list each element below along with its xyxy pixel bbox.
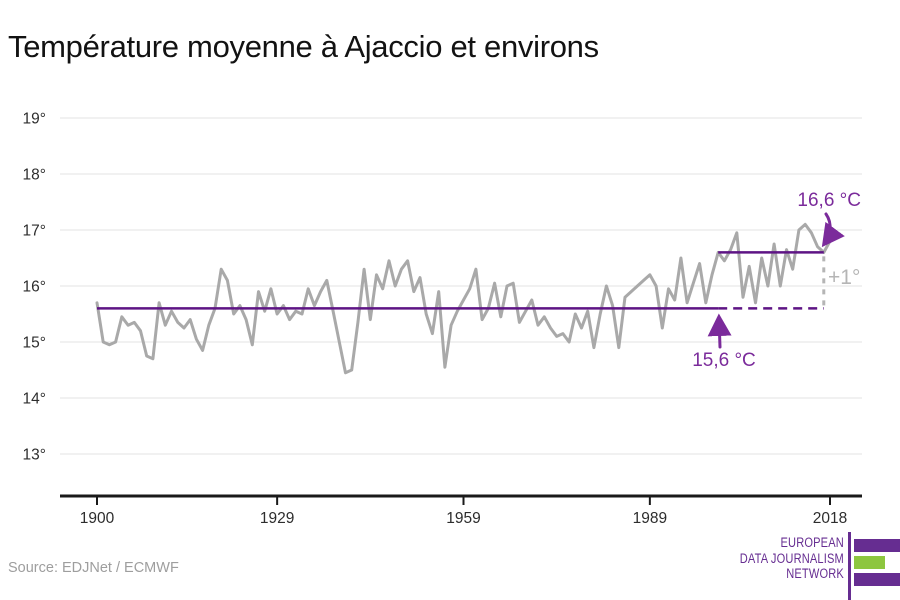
y-axis-label: 13°: [23, 447, 46, 464]
x-axis-label: 1929: [260, 510, 294, 527]
y-axis-label: 14°: [23, 391, 46, 408]
logo-line-data-journalism: DATA JOURNALISM: [739, 550, 844, 566]
x-axis-label: 2018: [813, 510, 847, 527]
logo-bars: [854, 532, 900, 600]
logo-bar-purple-top: [854, 539, 900, 552]
arrow-up-icon: [707, 313, 732, 349]
y-axis-label: 19°: [23, 111, 46, 128]
logo-vertical-rule: [848, 532, 851, 600]
x-axis-label: 1959: [446, 510, 480, 527]
edjnet-logo: EUROPEAN DATA JOURNALISM NETWORK: [716, 532, 900, 600]
x-axis-label: 1900: [80, 510, 115, 527]
x-axis-label: 1989: [633, 510, 667, 527]
page-title: Température moyenne à Ajaccio et environ…: [8, 28, 599, 64]
y-axis-label: 15°: [23, 335, 46, 352]
logo-bar-green: [854, 556, 885, 569]
y-axis-label: 18°: [23, 167, 46, 184]
edjnet-logo-text: EUROPEAN DATA JOURNALISM NETWORK: [740, 532, 848, 600]
logo-bar-purple-bottom: [854, 573, 900, 586]
recent-average-annotation: 16,6 °C: [797, 190, 861, 211]
chart-render-layer: 19° 18° 17° 16° 15° 14° 13° 1900 1929 1959 1989 201…: [23, 111, 862, 527]
logo-line-european: EUROPEAN: [780, 535, 844, 550]
y-axis-label: 16°: [23, 279, 46, 296]
logo-line-network: NETWORK: [786, 566, 844, 581]
source-text: Source: EDJNet / ECMWF: [8, 560, 179, 576]
arrow-down-icon: [821, 212, 845, 248]
annotations-layer: 16,6 °C 15,6 °C +1°: [692, 190, 861, 371]
baseline-average-annotation: 15,6 °C: [692, 350, 756, 371]
y-axis-label: 17°: [23, 223, 46, 240]
delta-annotation: +1°: [828, 266, 860, 289]
temperature-line: [95, 222, 832, 375]
